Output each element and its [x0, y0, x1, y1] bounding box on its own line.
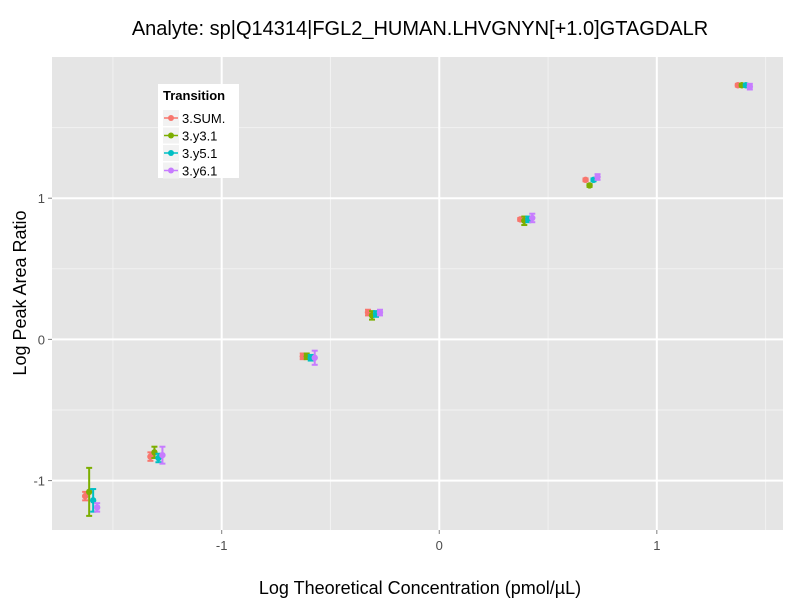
legend-label: 3.y5.1: [182, 146, 217, 161]
legend-point: [168, 167, 174, 174]
legend-point: [168, 150, 174, 156]
data-point-3-y6-1: [311, 354, 318, 361]
legend-title: Transition: [163, 88, 225, 103]
legend-label: 3.y3.1: [182, 129, 217, 144]
data-point-3-y3-1: [85, 488, 93, 496]
chart-title: Analyte: sp|Q14314|FGL2_HUMAN.LHVGNYN[+1…: [132, 18, 708, 40]
data-point-3-y6-1: [594, 173, 601, 181]
legend-point: [168, 132, 174, 139]
legend-point: [168, 115, 174, 121]
data-point-3-y6-1: [159, 451, 166, 459]
data-point-3-y5-1: [89, 497, 97, 504]
legend-label: 3.y6.1: [182, 164, 217, 179]
legend: Transition 3.SUM. 3.y3.1 3.y5.1 3.y6.1: [158, 84, 239, 179]
data-point-3-SUM-: [582, 176, 589, 184]
x-axis-label: Log Theoretical Concentration (pmol/µL): [259, 578, 581, 598]
y-tick-label: 0: [38, 332, 45, 347]
x-tick-label: 1: [653, 538, 660, 553]
legend-label: 3.SUM.: [182, 111, 225, 126]
data-point-3-y6-1: [93, 504, 101, 511]
data-point-3-y6-1: [746, 83, 754, 90]
data-point-3-y6-1: [376, 309, 384, 316]
y-axis-label: Log Peak Area Ratio: [10, 210, 30, 375]
y-tick-label: -1: [33, 474, 45, 489]
x-tick-label: -1: [216, 538, 228, 553]
y-tick-label: 1: [38, 191, 45, 206]
data-point-3-y6-1: [529, 214, 536, 222]
data-point-3-y3-1: [586, 182, 593, 189]
data-point-3-SUM-: [81, 492, 89, 500]
x-tick-label: 0: [436, 538, 443, 553]
